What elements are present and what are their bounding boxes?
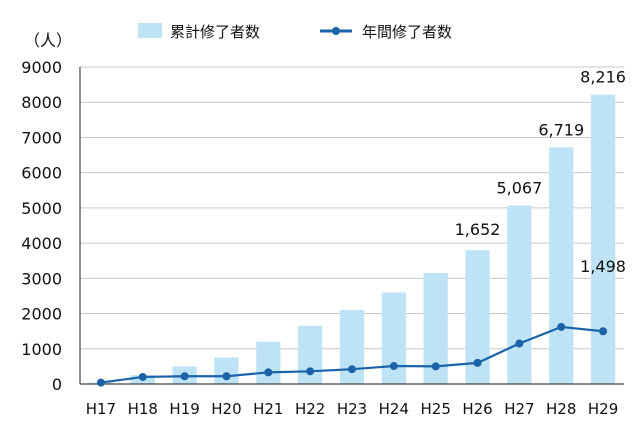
y-tick-label: 8000 — [21, 93, 62, 112]
legend-swatch-marker — [332, 27, 340, 35]
x-tick-label: H21 — [253, 400, 283, 418]
x-tick-label: H20 — [211, 400, 241, 418]
y-tick-label: 3000 — [21, 269, 62, 288]
line-point — [431, 362, 440, 371]
y-tick-label: 5000 — [21, 199, 62, 218]
x-tick-label: H28 — [546, 400, 576, 418]
data-label: 1,498 — [580, 257, 626, 276]
line-point — [264, 368, 273, 377]
y-tick-label: 1000 — [21, 340, 62, 359]
y-tick-label: 0 — [52, 375, 62, 394]
line-point — [180, 372, 189, 381]
x-tick-label: H17 — [86, 400, 116, 418]
x-tick-label: H26 — [462, 400, 492, 418]
tick-labels: 0 1000 2000 3000 4000 5000 6000 7000 8000 9000 H17… — [21, 58, 618, 418]
legend-label-line: 年間修了者数 — [362, 23, 452, 41]
x-tick-label: H22 — [295, 400, 325, 418]
y-tick-label: 6000 — [21, 164, 62, 183]
x-tick-label: H24 — [379, 400, 409, 418]
y-axis-label: （人） — [24, 31, 72, 50]
x-tick-label: H19 — [169, 400, 199, 418]
bar — [507, 205, 532, 384]
bar — [590, 94, 616, 384]
data-labels: 1,652 5,067 6,719 8,216 1,498 — [455, 68, 626, 276]
axes — [79, 67, 624, 385]
bar — [256, 341, 281, 384]
gridlines — [80, 66, 624, 350]
line-point — [389, 362, 398, 371]
data-label: 1,652 — [455, 220, 501, 239]
line-point — [306, 367, 315, 376]
line-point — [473, 358, 482, 367]
bar — [549, 147, 574, 384]
y-tick-label: 2000 — [21, 305, 62, 324]
line-series — [96, 322, 608, 387]
bar — [381, 292, 406, 384]
line-point — [515, 339, 524, 348]
x-tick-label: H18 — [128, 400, 158, 418]
bar-series — [88, 94, 616, 384]
line-point — [222, 372, 231, 381]
legend-swatch-bar — [138, 23, 162, 38]
y-tick-label: 7000 — [21, 128, 62, 147]
legend: 累計修了者数 年間修了者数 — [138, 23, 452, 41]
data-label: 6,719 — [538, 120, 584, 139]
x-tick-label: H29 — [588, 400, 618, 418]
line-point — [96, 378, 105, 387]
data-label: 8,216 — [580, 68, 626, 87]
y-tick-label: 4000 — [21, 234, 62, 253]
legend-label-bar: 累計修了者数 — [170, 23, 260, 41]
x-tick-label: H23 — [337, 400, 367, 418]
y-tick-label: 9000 — [21, 58, 62, 77]
x-tick-label: H27 — [504, 400, 534, 418]
x-tick-label: H25 — [421, 400, 451, 418]
data-label: 5,067 — [496, 179, 542, 198]
line-point — [557, 322, 566, 331]
line-point — [599, 327, 608, 336]
line-point — [348, 365, 356, 374]
line-point — [138, 372, 147, 381]
